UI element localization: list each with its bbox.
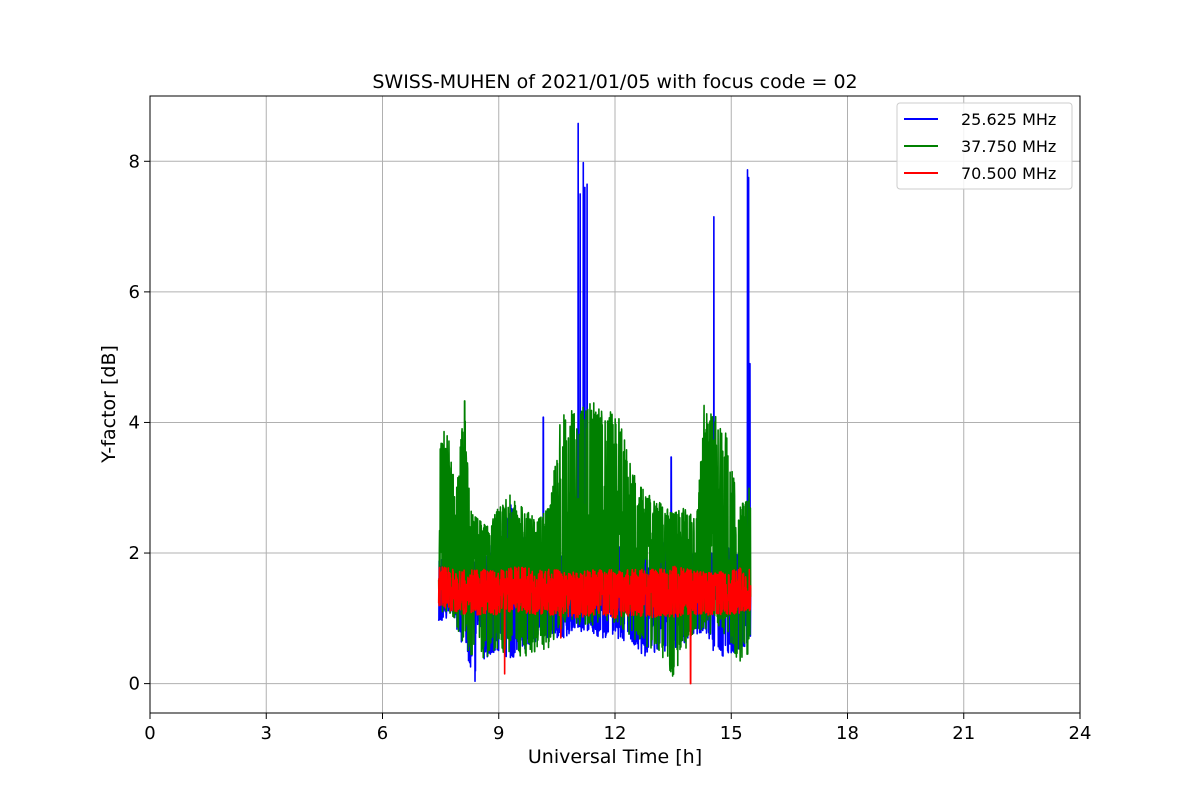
x-tick-label: 6 xyxy=(377,723,388,744)
legend-entry: 25.625 MHz xyxy=(961,110,1056,129)
legend: 25.625 MHz 37.750 MHz 70.500 MHz xyxy=(896,102,1073,190)
y-tick-label: 2 xyxy=(129,543,140,564)
legend-entry: 70.500 MHz xyxy=(961,164,1056,183)
chart-title: SWISS-MUHEN of 2021/01/05 with focus cod… xyxy=(372,71,857,93)
x-ticks: 0 3 6 9 12 15 18 21 24 xyxy=(144,713,1091,744)
x-tick-label: 18 xyxy=(836,723,859,744)
x-tick-label: 24 xyxy=(1069,723,1092,744)
legend-box xyxy=(896,102,1073,190)
x-tick-label: 3 xyxy=(261,723,272,744)
x-tick-label: 12 xyxy=(604,723,627,744)
x-tick-label: 9 xyxy=(493,723,504,744)
y-tick-label: 0 xyxy=(129,674,140,695)
x-tick-label: 15 xyxy=(720,723,743,744)
x-axis-label: Universal Time [h] xyxy=(528,746,702,768)
y-ticks: 0 2 4 6 8 xyxy=(129,151,150,695)
x-tick-label: 0 xyxy=(144,723,155,744)
legend-entry: 37.750 MHz xyxy=(961,137,1056,156)
y-tick-label: 8 xyxy=(129,151,140,172)
y-tick-label: 6 xyxy=(129,282,140,303)
red-series-line xyxy=(437,565,752,685)
series-layer xyxy=(437,122,752,685)
x-tick-label: 21 xyxy=(952,723,975,744)
y-axis-label: Y-factor [dB] xyxy=(98,345,120,464)
y-tick-label: 4 xyxy=(129,412,140,433)
